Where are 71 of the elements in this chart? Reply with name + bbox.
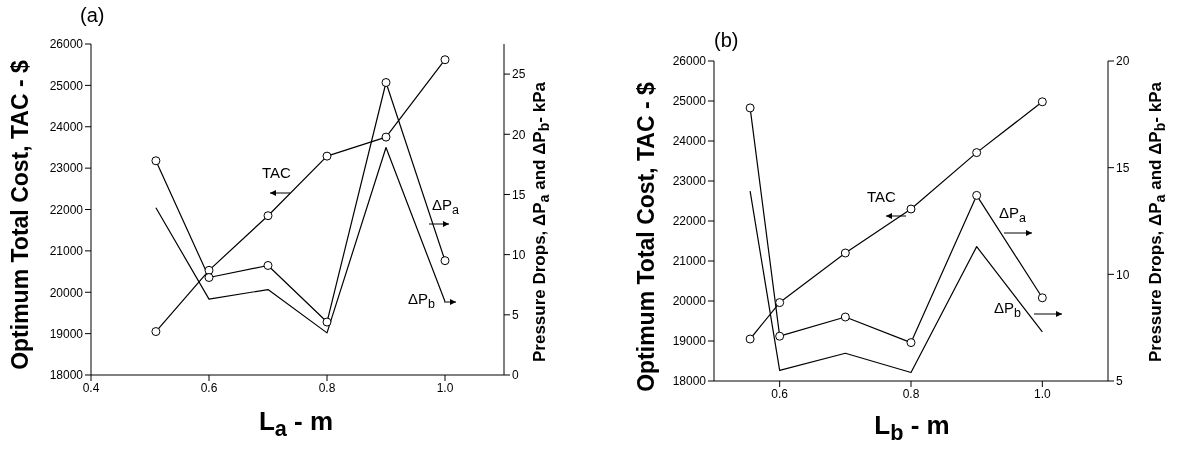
- point: [1037, 97, 1047, 107]
- series-label: ΔP$_{a}$: [432, 196, 459, 217]
- point: [151, 327, 161, 337]
- point: [906, 338, 916, 348]
- y-tick-label: 21000: [672, 254, 707, 269]
- point: [322, 317, 332, 327]
- y-tick-label: 25000: [672, 94, 707, 109]
- point: [381, 78, 391, 88]
- point: [840, 312, 850, 322]
- point: [745, 334, 755, 344]
- y-tick-label: 25000: [49, 78, 84, 93]
- point: [322, 151, 332, 161]
- y2-tick-label: 20: [512, 127, 526, 142]
- y-tick-label: 26000: [49, 37, 84, 52]
- series-label: TAC: [262, 164, 291, 181]
- point: [1037, 293, 1047, 303]
- chart-title: (a): [80, 4, 105, 27]
- y2-tick-label: 15: [512, 187, 526, 202]
- y2-tick-label: 15: [1116, 160, 1130, 175]
- y-tick-label: 26000: [672, 54, 707, 69]
- series-label: ΔP$_{a}$: [999, 204, 1026, 225]
- point: [381, 132, 391, 142]
- y2-tick-label: 20: [1116, 54, 1130, 69]
- y-tick-label: 20000: [49, 285, 84, 300]
- y-tick-label: 18000: [672, 374, 707, 389]
- point: [972, 148, 982, 158]
- x-tick-label: 0.4: [82, 380, 100, 395]
- point: [204, 265, 214, 275]
- y2-tick-label: 0: [512, 368, 519, 383]
- legend-label: ΔP$_{b}$: [408, 290, 435, 311]
- y-tick-label: 21000: [49, 244, 84, 259]
- y-tick-label: 20000: [672, 294, 707, 309]
- y-axis-title: Optimum Total Cost, TAC - $: [6, 60, 34, 370]
- x-tick-label: 0.6: [200, 380, 218, 395]
- y-tick-label: 22000: [49, 202, 84, 217]
- y-tick-label: 23000: [672, 174, 707, 189]
- point: [204, 273, 214, 283]
- y-tick-label: 24000: [49, 120, 84, 135]
- x-tick-label: 0.8: [902, 386, 920, 401]
- chart-title: (b): [714, 29, 739, 52]
- point: [440, 256, 450, 266]
- point: [906, 204, 916, 214]
- point: [440, 55, 450, 65]
- x-axis-title: L$_{b}$ - m: [874, 409, 950, 447]
- x-tick-label: 0.8: [318, 380, 336, 395]
- y2-tick-label: 5: [512, 308, 519, 323]
- y2-tick-label: 5: [1116, 374, 1123, 389]
- y2-tick-label: 10: [1116, 267, 1130, 282]
- x-axis-title: L$_{a}$ - m: [258, 405, 334, 443]
- point: [263, 260, 273, 270]
- y-tick-label: 23000: [49, 161, 84, 176]
- y-tick-label: 24000: [672, 134, 707, 149]
- y-tick-label: 18000: [49, 368, 84, 383]
- point: [745, 103, 755, 113]
- point: [972, 190, 982, 200]
- x-tick-label: 1.0: [1033, 386, 1051, 401]
- y-axis-title: Optimum Total Cost, TAC - $: [632, 82, 660, 392]
- point: [151, 156, 161, 166]
- series-label: TAC: [867, 188, 896, 205]
- point: [263, 211, 273, 221]
- y2-tick-label: 10: [512, 247, 526, 262]
- y2-tick-label: 25: [512, 67, 526, 82]
- legend-label: ΔP$_{b}$: [994, 299, 1021, 320]
- point: [840, 248, 850, 258]
- y-tick-label: 22000: [672, 214, 707, 229]
- point: [775, 331, 785, 341]
- point: [775, 298, 785, 308]
- x-tick-label: 0.6: [771, 386, 789, 401]
- x-tick-label: 1.0: [436, 380, 454, 395]
- y-tick-label: 19000: [49, 326, 84, 341]
- y-tick-label: 19000: [672, 334, 707, 349]
